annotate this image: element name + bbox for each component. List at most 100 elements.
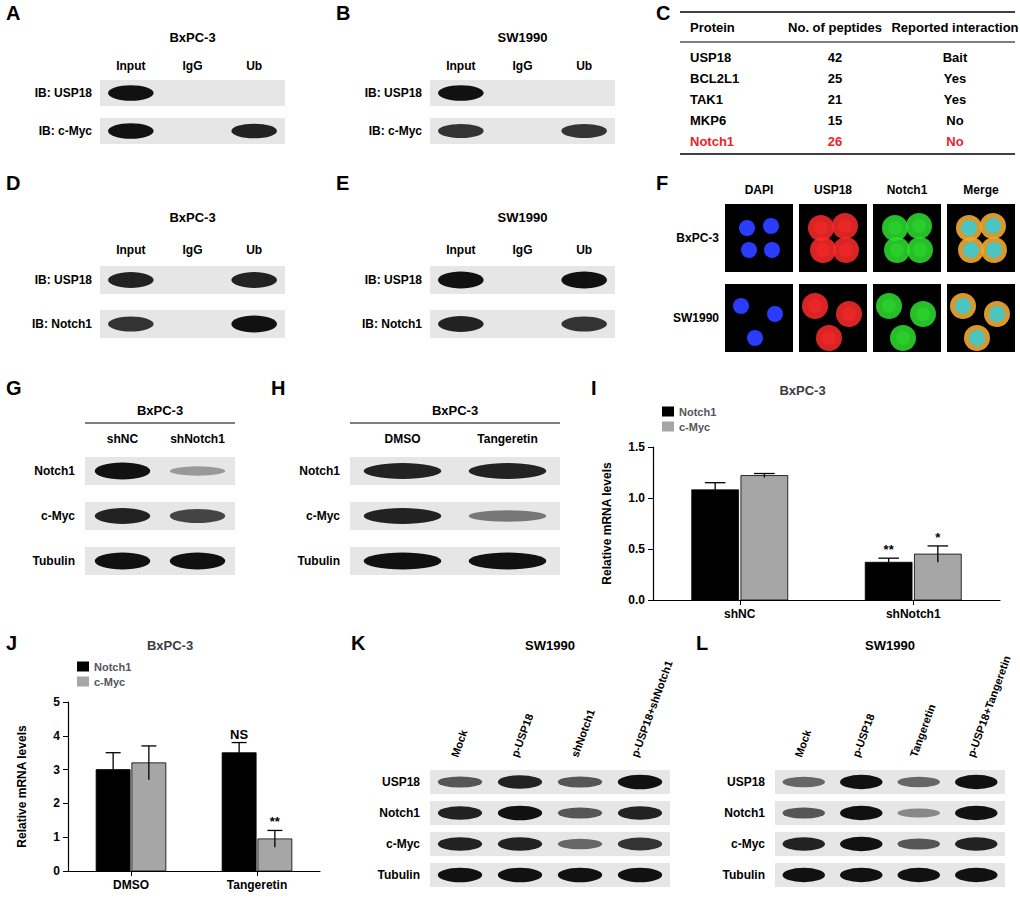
svg-text:Input: Input	[116, 59, 145, 73]
svg-text:1: 1	[53, 830, 60, 844]
svg-text:Notch1: Notch1	[887, 183, 928, 197]
svg-text:Relative mRNA levels: Relative mRNA levels	[600, 462, 614, 585]
svg-text:BxPC-3: BxPC-3	[169, 30, 215, 45]
svg-text:Mock: Mock	[792, 727, 813, 758]
svg-text:BxPC-3: BxPC-3	[169, 210, 215, 225]
svg-text:Notch1: Notch1	[34, 464, 75, 478]
svg-text:Ub: Ub	[246, 243, 262, 257]
svg-text:c-Myc: c-Myc	[94, 676, 125, 688]
svg-text:Notch1: Notch1	[94, 661, 131, 673]
svg-text:Input: Input	[116, 243, 145, 257]
svg-text:MKP6: MKP6	[690, 113, 726, 128]
svg-text:c-Myc: c-Myc	[41, 509, 75, 523]
svg-text:BxPC-3: BxPC-3	[676, 231, 719, 245]
svg-text:IB: USP18: IB: USP18	[365, 273, 423, 287]
svg-text:Notch1: Notch1	[690, 134, 734, 149]
svg-text:No: No	[946, 113, 963, 128]
svg-text:NS: NS	[230, 727, 248, 742]
svg-text:2: 2	[53, 796, 60, 810]
svg-text:Tangeretin: Tangeretin	[227, 878, 287, 892]
svg-text:0.0: 0.0	[628, 593, 645, 607]
svg-text:DAPI: DAPI	[745, 183, 774, 197]
svg-text:Tubulin: Tubulin	[378, 868, 420, 882]
svg-text:Ub: Ub	[576, 59, 592, 73]
svg-text:p-USP18: p-USP18	[850, 712, 877, 759]
svg-text:Ub: Ub	[576, 243, 592, 257]
svg-text:IgG: IgG	[183, 59, 203, 73]
svg-text:Tangeretin: Tangeretin	[907, 702, 937, 758]
svg-text:IB: c-Myc: IB: c-Myc	[39, 124, 93, 138]
svg-text:USP18: USP18	[690, 50, 731, 65]
svg-text:BxPC-3: BxPC-3	[147, 638, 193, 653]
svg-text:p-USP18+Tangeretin: p-USP18+Tangeretin	[965, 654, 1013, 759]
svg-text:IB: c-Myc: IB: c-Myc	[369, 124, 423, 138]
svg-text:BxPC-3: BxPC-3	[779, 383, 825, 398]
svg-text:DMSO: DMSO	[385, 432, 421, 446]
svg-text:No: No	[946, 134, 963, 149]
svg-text:shNotch1: shNotch1	[886, 607, 941, 621]
svg-text:Input: Input	[446, 243, 475, 257]
svg-text:Tangeretin: Tangeretin	[477, 432, 537, 446]
svg-text:Notch1: Notch1	[724, 806, 765, 820]
svg-text:c-Myc: c-Myc	[731, 837, 765, 851]
svg-text:21: 21	[828, 92, 842, 107]
svg-text:shNC: shNC	[724, 607, 756, 621]
svg-text:Relative mRNA levels: Relative mRNA levels	[15, 725, 29, 848]
svg-text:25: 25	[828, 71, 842, 86]
svg-text:p-USP18+shNotch1: p-USP18+shNotch1	[629, 659, 675, 759]
svg-text:Yes: Yes	[944, 71, 966, 86]
svg-text:SW1990: SW1990	[525, 638, 575, 653]
svg-text:IgG: IgG	[183, 243, 203, 257]
svg-text:c-Myc: c-Myc	[386, 837, 420, 851]
svg-text:**: **	[270, 814, 281, 829]
svg-text:BxPC-3: BxPC-3	[137, 403, 183, 418]
svg-text:26: 26	[828, 134, 842, 149]
svg-text:Bait: Bait	[943, 50, 968, 65]
svg-text:SW1990: SW1990	[498, 210, 548, 225]
svg-text:1.0: 1.0	[628, 491, 645, 505]
svg-text:Mock: Mock	[449, 727, 470, 758]
svg-text:c-Myc: c-Myc	[679, 421, 710, 433]
svg-text:0.5: 0.5	[628, 542, 645, 556]
svg-text:**: **	[884, 542, 895, 557]
svg-text:shNotch1: shNotch1	[170, 432, 225, 446]
svg-text:p-USP18: p-USP18	[509, 712, 536, 759]
svg-text:SW1990: SW1990	[498, 30, 548, 45]
svg-text:42: 42	[828, 50, 842, 65]
svg-text:IgG: IgG	[513, 59, 533, 73]
svg-text:shNotch1: shNotch1	[569, 707, 597, 758]
svg-text:Notch1: Notch1	[679, 406, 716, 418]
svg-text:TAK1: TAK1	[690, 92, 723, 107]
svg-text:No. of peptides: No. of peptides	[788, 20, 882, 35]
svg-text:c-Myc: c-Myc	[306, 509, 340, 523]
svg-text:1.5: 1.5	[628, 440, 645, 454]
svg-text:IB: USP18: IB: USP18	[35, 86, 93, 100]
svg-text:4: 4	[53, 729, 60, 743]
svg-text:SW1990: SW1990	[673, 311, 719, 325]
svg-text:0: 0	[53, 864, 60, 878]
svg-text:Ub: Ub	[246, 59, 262, 73]
svg-text:IB: USP18: IB: USP18	[35, 273, 93, 287]
svg-text:Reported interaction: Reported interaction	[891, 20, 1018, 35]
svg-text:DMSO: DMSO	[113, 878, 149, 892]
svg-text:Tubulin: Tubulin	[298, 554, 340, 568]
svg-text:IgG: IgG	[513, 243, 533, 257]
svg-text:Input: Input	[446, 59, 475, 73]
svg-text:BCL2L1: BCL2L1	[690, 71, 739, 86]
svg-text:SW1990: SW1990	[865, 638, 915, 653]
svg-text:IB: Notch1: IB: Notch1	[32, 317, 92, 331]
svg-text:IB: Notch1: IB: Notch1	[362, 317, 422, 331]
svg-text:Yes: Yes	[944, 92, 966, 107]
svg-text:USP18: USP18	[814, 183, 852, 197]
svg-text:Tubulin: Tubulin	[723, 868, 765, 882]
svg-text:IB: USP18: IB: USP18	[365, 86, 423, 100]
svg-text:Tubulin: Tubulin	[33, 554, 75, 568]
svg-text:BxPC-3: BxPC-3	[432, 403, 478, 418]
svg-text:USP18: USP18	[727, 775, 765, 789]
svg-text:shNC: shNC	[107, 432, 139, 446]
svg-text:Notch1: Notch1	[299, 464, 340, 478]
svg-text:Protein: Protein	[690, 20, 735, 35]
svg-text:3: 3	[53, 763, 60, 777]
svg-text:Notch1: Notch1	[379, 806, 420, 820]
svg-text:Merge: Merge	[963, 183, 999, 197]
